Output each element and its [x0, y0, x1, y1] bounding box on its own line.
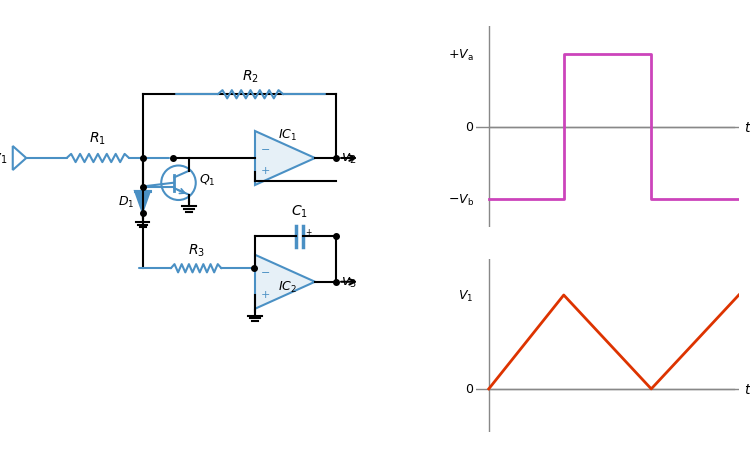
Text: $-$: $-$: [260, 266, 270, 276]
Text: $C_1$: $C_1$: [291, 204, 308, 220]
Text: $IC_2$: $IC_2$: [278, 279, 298, 294]
Polygon shape: [135, 192, 150, 212]
Text: $t$: $t$: [744, 121, 750, 134]
Polygon shape: [255, 255, 315, 309]
Text: $R_3$: $R_3$: [188, 242, 206, 258]
Polygon shape: [255, 131, 315, 186]
Text: $v_3$: $v_3$: [341, 275, 357, 289]
Text: $^+$: $^+$: [304, 228, 313, 237]
Text: $v_1$: $v_1$: [0, 152, 8, 166]
Text: $IC_1$: $IC_1$: [278, 127, 298, 142]
Text: $R_1$: $R_1$: [89, 130, 106, 147]
Text: $-V_{\rm b}$: $-V_{\rm b}$: [448, 192, 474, 207]
Text: $V_1$: $V_1$: [458, 288, 474, 303]
Text: $+$: $+$: [260, 165, 270, 176]
Text: $+V_{\rm a}$: $+V_{\rm a}$: [448, 48, 474, 63]
Text: $0$: $0$: [464, 121, 474, 134]
Text: $0$: $0$: [464, 383, 474, 395]
Text: $t$: $t$: [744, 382, 750, 396]
Text: $R_2$: $R_2$: [242, 68, 259, 85]
Text: $+$: $+$: [260, 288, 270, 299]
Text: $Q_1$: $Q_1$: [199, 172, 215, 187]
Text: $v_2$: $v_2$: [341, 152, 357, 166]
Text: $-$: $-$: [260, 142, 270, 152]
Text: $D_1$: $D_1$: [118, 195, 134, 210]
